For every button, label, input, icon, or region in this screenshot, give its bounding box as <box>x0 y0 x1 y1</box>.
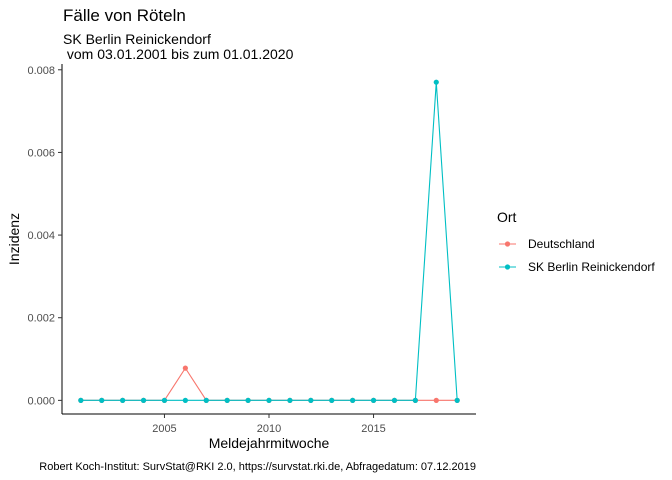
x-tick-label: 2010 <box>257 423 281 435</box>
data-point <box>224 397 230 403</box>
data-point <box>370 397 377 403</box>
data-point <box>287 397 293 403</box>
data-point <box>412 397 418 403</box>
data-point <box>161 397 168 403</box>
y-axis-title: Inzidenz <box>6 213 22 265</box>
data-point <box>454 397 460 403</box>
y-axis-ticks: 0.000 0.002 0.004 0.006 0.008 <box>27 65 62 407</box>
legend-item: SK Berlin Reinickendorf <box>499 260 655 274</box>
x-axis-title: Meldejahrmitwoche <box>209 435 330 451</box>
legend-key-point <box>504 264 511 270</box>
data-point <box>203 397 209 403</box>
data-point <box>182 365 188 371</box>
data-point <box>329 397 335 403</box>
data-point <box>308 397 314 403</box>
data-point <box>78 397 84 403</box>
plot-area <box>78 79 460 403</box>
chart-subtitle-line-2: vom 03.01.2001 bis zum 01.01.2020 <box>63 46 294 62</box>
y-tick-label: 0.008 <box>27 65 55 77</box>
series-1 <box>78 365 460 403</box>
y-tick-label: 0.004 <box>27 230 55 242</box>
legend-title: Ort <box>497 209 517 225</box>
data-point <box>245 397 251 403</box>
legend-label: SK Berlin Reinickendorf <box>528 260 655 274</box>
series-line <box>80 367 458 401</box>
x-axis-ticks: 2005 2010 2015 <box>152 414 386 435</box>
series-2 <box>78 79 460 403</box>
y-tick-label: 0.006 <box>27 147 55 159</box>
data-point <box>266 397 272 403</box>
x-tick-label: 2005 <box>152 423 176 435</box>
legend-item: Deutschland <box>499 237 595 251</box>
data-point <box>433 397 439 403</box>
data-point <box>391 397 398 403</box>
legend-label: Deutschland <box>528 237 595 251</box>
data-point <box>350 397 356 403</box>
series-line <box>80 82 458 401</box>
y-tick-label: 0.002 <box>27 313 55 325</box>
data-point <box>433 79 439 85</box>
legend: Ort Deutschland SK Berlin Reinickendorf <box>497 209 655 274</box>
chart-caption: Robert Koch-Institut: SurvStat@RKI 2.0, … <box>39 461 476 473</box>
legend-key-point <box>504 241 511 247</box>
data-point <box>182 397 188 403</box>
data-point <box>99 397 105 403</box>
data-point <box>120 397 126 403</box>
y-tick-label: 0.000 <box>27 395 55 407</box>
x-tick-label: 2015 <box>361 423 385 435</box>
chart-subtitle-line-1: SK Berlin Reinickendorf <box>63 31 211 47</box>
data-point <box>140 397 147 403</box>
legend-items: Deutschland SK Berlin Reinickendorf <box>499 237 655 274</box>
chart-title: Fälle von Röteln <box>63 6 186 25</box>
